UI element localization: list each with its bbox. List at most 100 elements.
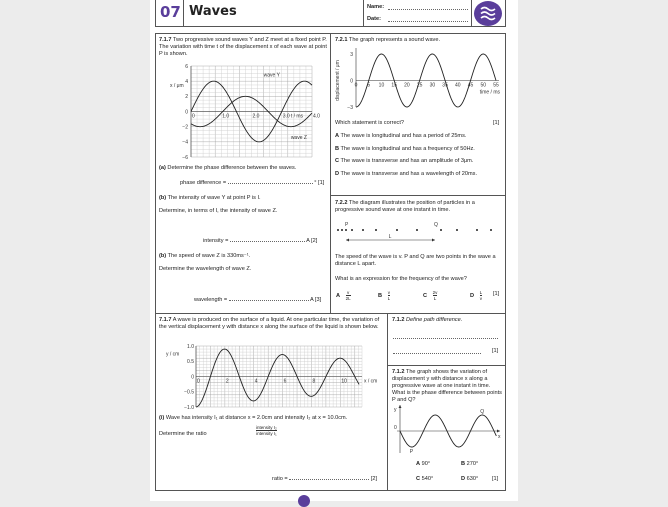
name-field[interactable] bbox=[388, 9, 468, 10]
y-tick-label: −3 bbox=[347, 105, 353, 111]
y-tick-label: −2 bbox=[182, 124, 188, 130]
x-tick-label: 2 bbox=[226, 379, 229, 385]
x-tick-label: 45 bbox=[468, 83, 474, 89]
definition-line-2[interactable] bbox=[393, 353, 481, 354]
x-axis-label: time / ms bbox=[480, 90, 501, 96]
ratio-answer[interactable] bbox=[289, 479, 370, 480]
option-a[interactable]: A 90° bbox=[416, 461, 431, 467]
wave-y-label: wave Y bbox=[264, 73, 281, 79]
x-tick-label: 1.0 bbox=[222, 114, 229, 120]
particle bbox=[440, 229, 442, 231]
y-axis-label: displacement / μm bbox=[335, 60, 341, 101]
question-7-1-2-phase-difference bbox=[387, 365, 506, 491]
x-tick-label: 20 bbox=[404, 83, 410, 89]
point-q-label: Q bbox=[480, 409, 484, 415]
particle bbox=[345, 229, 347, 231]
x-tick-label: 25 bbox=[417, 83, 423, 89]
option-b[interactable]: B 270° bbox=[461, 461, 479, 467]
phase-difference-answer[interactable] bbox=[227, 183, 313, 184]
particle bbox=[456, 229, 458, 231]
y-axis-label: y / cm bbox=[166, 352, 179, 358]
x-tick-label: 2.0 bbox=[253, 114, 260, 120]
x-tick-label: 10 bbox=[379, 83, 385, 89]
x-axis-label: t / ms bbox=[291, 114, 304, 120]
waves-y-z-graph: 6 4 2 0 −2 −4 −6 0 1.0 2.0 3.0 4.0 x / μm t / ms wave … bbox=[170, 64, 320, 161]
y-axis-label: y bbox=[394, 407, 397, 413]
option-c[interactable]: C The wave is transverse and has an ampl… bbox=[335, 158, 474, 164]
wave-z-label: wave Z bbox=[291, 135, 307, 141]
marks[interactable]: [1] bbox=[493, 291, 500, 297]
footer-logo bbox=[298, 495, 310, 507]
y-axis-label: x / μm bbox=[170, 83, 184, 89]
x-axis-label: x / cm bbox=[364, 379, 377, 385]
sound-wave-curve bbox=[355, 53, 497, 108]
header: 07 Waves Name: Date: bbox=[155, 0, 506, 27]
definition-line-1[interactable] bbox=[393, 338, 498, 339]
particle bbox=[476, 229, 478, 231]
option-d[interactable]: D 630° bbox=[461, 476, 479, 482]
x-tick-label: 10 bbox=[341, 379, 347, 385]
y-tick-label: −4 bbox=[182, 140, 188, 146]
origin-label: 0 bbox=[394, 425, 397, 431]
phase-wave-curve bbox=[399, 414, 497, 448]
intensity-answer[interactable] bbox=[229, 241, 305, 242]
name-label: Name: bbox=[367, 4, 385, 10]
liquid-wave-curve bbox=[195, 348, 360, 408]
y-tick-label: −1.0 bbox=[184, 405, 194, 411]
point-q-label: Q bbox=[434, 222, 438, 228]
option-c[interactable]: C 540° bbox=[416, 476, 434, 482]
x-tick-label: 0 bbox=[197, 379, 200, 385]
x-tick-label: 5 bbox=[367, 83, 370, 89]
particle bbox=[351, 229, 353, 231]
y-tick-label: 6 bbox=[185, 64, 188, 70]
particle bbox=[337, 229, 339, 231]
x-tick-label: 30 bbox=[430, 83, 436, 89]
question-text: Two progressive sound waves Y and Z meet… bbox=[159, 37, 327, 57]
particle bbox=[375, 229, 377, 231]
option-b[interactable]: B The wave is longitudinal and has a fre… bbox=[335, 145, 475, 152]
point-p-label: P bbox=[345, 222, 349, 228]
x-tick-label: 35 bbox=[442, 83, 448, 89]
x-tick-label: 3.0 bbox=[283, 114, 290, 120]
x-tick-label: 4 bbox=[255, 379, 258, 385]
phase-difference-label: phase difference = bbox=[180, 180, 227, 186]
chapter-title: Waves bbox=[189, 4, 237, 19]
option-a[interactable]: A v 2L bbox=[336, 290, 351, 301]
option-d[interactable]: D The wave is transverse and has a wavel… bbox=[335, 170, 477, 177]
point-p-label: P bbox=[410, 449, 414, 455]
particle bbox=[396, 229, 398, 231]
x-tick-label: 4.0 bbox=[313, 114, 320, 120]
x-tick-label: 55 bbox=[493, 83, 499, 89]
waves-icon bbox=[474, 1, 502, 26]
x-tick-label: 0 bbox=[192, 114, 195, 120]
wave-y-curve bbox=[190, 80, 313, 143]
particle bbox=[341, 229, 343, 231]
marks[interactable]: [1] bbox=[492, 476, 499, 482]
particle bbox=[416, 229, 418, 231]
x-tick-label: 15 bbox=[391, 83, 397, 89]
option-c[interactable]: C 2v L bbox=[423, 290, 438, 301]
worksheet-page bbox=[150, 0, 518, 501]
wavelength-answer[interactable] bbox=[228, 300, 309, 301]
y-tick-label: 1.0 bbox=[187, 344, 194, 350]
option-a[interactable]: A The wave is longitudinal and has a per… bbox=[335, 133, 467, 139]
x-tick-label: 40 bbox=[455, 83, 461, 89]
y-tick-label: 3 bbox=[350, 52, 353, 58]
y-tick-label: −6 bbox=[182, 155, 188, 161]
x-tick-label: 50 bbox=[480, 83, 486, 89]
x-tick-label: 0 bbox=[355, 83, 358, 89]
phase-wave-graph: y x 0 P Q bbox=[394, 405, 501, 455]
y-tick-label: 0.5 bbox=[187, 359, 194, 365]
x-axis-label: x bbox=[498, 434, 501, 440]
y-tick-label: 4 bbox=[185, 79, 188, 85]
liquid-wave-graph: 1.00.50−0.5−1.00 2 4 6 8 10y / cmx / cm bbox=[166, 344, 377, 411]
date-field[interactable] bbox=[388, 21, 468, 22]
y-tick-label: 0 bbox=[185, 109, 188, 115]
particle-diagram: P Q L bbox=[337, 222, 492, 242]
x-tick-label: 6 bbox=[284, 379, 287, 385]
x-tick-label: 8 bbox=[312, 379, 315, 385]
particle bbox=[362, 229, 364, 231]
